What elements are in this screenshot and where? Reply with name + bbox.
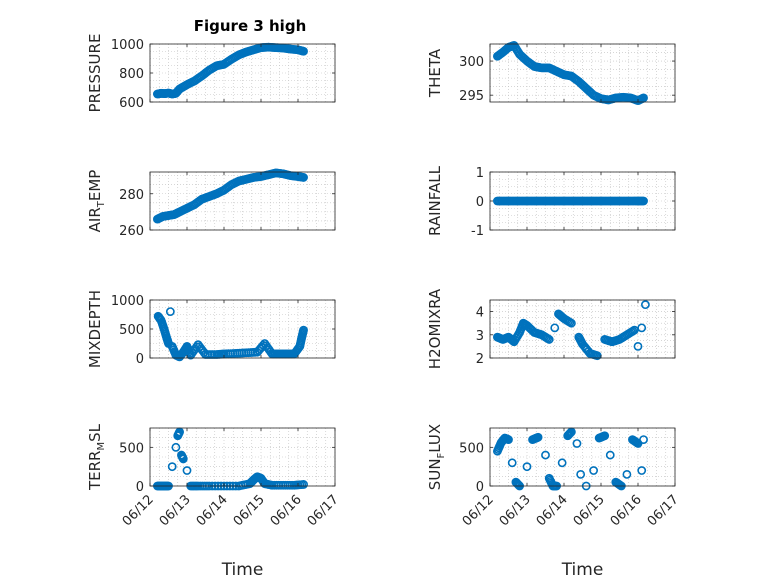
data-point [628,326,638,336]
data-point [632,95,641,105]
figure-title: Figure 3 high [194,17,307,35]
y-tick-label: 1000 [111,38,144,53]
subplot-6: 2 3 4 H2OMIXRA [426,288,676,369]
data-point [163,337,173,347]
y-tick-label: 600 [119,96,144,111]
y-tick-label: 1000 [111,294,144,309]
data-point [615,480,625,490]
data-point [178,453,188,463]
y-axis-label-tail: EMP [86,170,104,201]
axes-box [149,427,336,487]
y-axis-label: SUNFLUX [426,424,447,490]
data-point [591,350,601,360]
subplot-3: 260 280 AIRTEMP [86,168,336,239]
data-point [589,466,598,475]
data-point [298,172,307,182]
y-tick-label: 3 [476,329,484,344]
y-axis-label-tail: LUX [426,424,444,453]
y-axis-label-main: RAINFALL [426,165,444,236]
y-tick-label: 295 [459,89,484,104]
y-axis-label-main: TERR [86,451,104,492]
data-point [257,342,267,352]
data-point [171,442,181,452]
data-point [174,428,184,438]
y-axis-label: THETA [426,48,444,98]
data-point [522,462,532,472]
y-tick-label: 0 [476,195,484,210]
y-tick-label: 0 [136,352,144,367]
y-tick-label: 800 [119,67,144,82]
y-axis-label-main: SUN [426,458,444,490]
data-point [638,196,647,206]
y-tick-label: 500 [119,441,144,456]
y-axis-label-main: THETA [426,48,444,98]
data-point [637,323,647,333]
y-tick-label: 500 [459,441,484,456]
data-point [532,433,542,443]
data-point [637,466,647,475]
y-axis-label: RAINFALL [426,165,444,236]
data-point [298,46,307,56]
y-tick-label: 1 [476,166,484,181]
subplot-2: 295 300 THETA [426,40,676,106]
y-tick-label: 280 [119,188,144,203]
y-tick-label: 260 [119,224,144,239]
data-point [599,431,608,441]
y-axis-label: PRESSURE [86,34,104,113]
data-point [622,469,632,479]
data-point [632,196,641,206]
subplot-5: 0 500 1000 MIXDEPTH [86,290,336,368]
data-point [633,341,643,351]
data-point [503,434,513,444]
data-point [266,480,276,490]
axes-box [489,427,676,487]
y-axis-label: AIRTEMP [86,170,107,233]
y-axis-label-subscript: M [96,442,107,451]
axes-box [149,171,336,231]
y-axis-label-tail: SL [86,423,104,442]
data-point [167,462,177,472]
data-point [641,300,650,310]
data-point [182,466,192,475]
data-point [298,327,308,337]
y-axis-label: TERRMSL [86,423,107,491]
x-axis-label: Time [561,560,604,580]
data-point [507,458,517,468]
y-axis-label: MIXDEPTH [86,290,104,368]
subplot-4: -1 0 1 RAINFALL [426,165,676,239]
y-axis-label: H2OMIXRA [426,288,444,369]
y-tick-label: 2 [476,352,484,367]
data-point [192,342,202,352]
data-point [565,317,575,327]
data-point [514,480,524,490]
data-point [557,458,567,468]
data-point [543,334,553,343]
y-tick-label: 0 [136,480,144,495]
data-point [605,450,615,460]
y-axis-label-main: MIXDEPTH [86,290,104,368]
y-axis-label-main: PRESSURE [86,34,104,113]
y-axis-label-subscript: F [436,452,447,458]
y-tick-label: 300 [459,55,484,70]
data-point [566,428,576,438]
data-point [541,450,550,460]
y-tick-label: -1 [471,224,484,239]
data-point [165,307,175,316]
subplot-1: 600 800 1000 PRESSURE [86,34,336,113]
y-tick-label: 0 [476,480,484,495]
x-axis-label: Time [221,560,264,580]
data-point [632,438,642,448]
data-point [576,469,586,479]
axes-box [489,43,676,103]
data-point [550,323,560,333]
y-axis-label-main: H2OMIXRA [426,288,444,369]
data-point [572,439,582,448]
y-tick-label: 4 [476,306,484,321]
axes-box [489,299,676,359]
y-tick-label: 500 [119,323,144,338]
y-axis-label-main: AIR [86,207,104,232]
y-axis-label-subscript: T [96,200,107,208]
